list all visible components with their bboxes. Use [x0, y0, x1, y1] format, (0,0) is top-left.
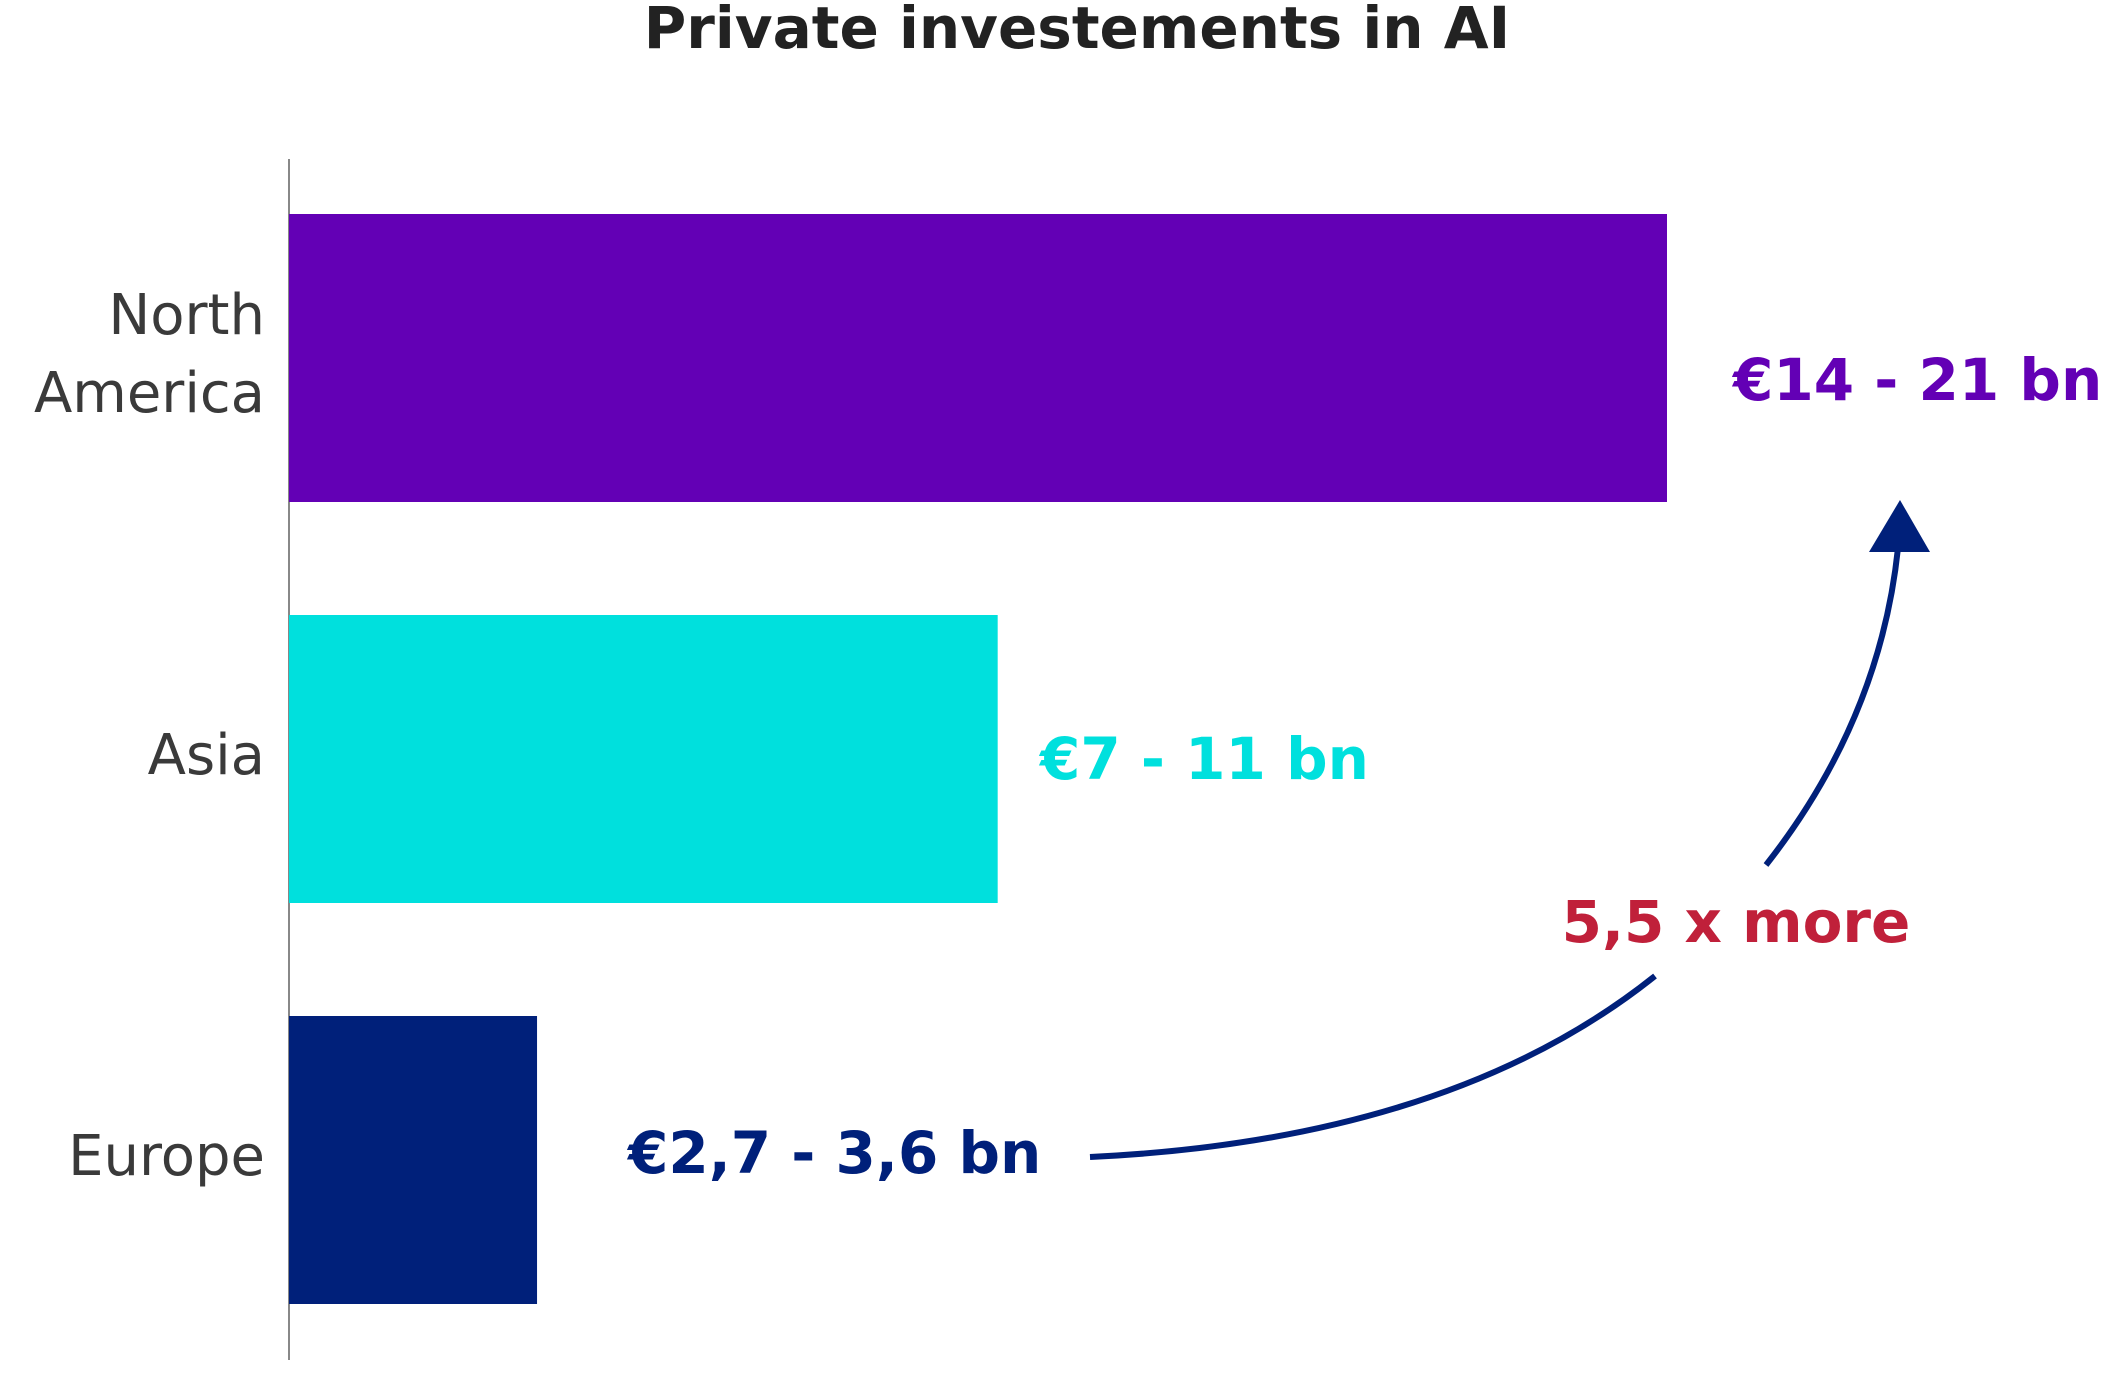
- y-tick-label: Asia: [148, 723, 265, 788]
- arrow: [1763, 547, 1901, 867]
- chart-title: Private investements in AI: [644, 0, 1510, 62]
- bar: [289, 214, 1667, 502]
- value-label: €14 - 21 bn: [1731, 346, 2102, 414]
- arrow: [1089, 973, 1657, 1160]
- y-tick-label: Europe: [68, 1124, 265, 1189]
- value-label: €7 - 11 bn: [1038, 725, 1369, 793]
- arrow-head: [1869, 500, 1930, 552]
- bar: [289, 615, 998, 903]
- annotation: 5,5 x more: [1562, 888, 1911, 956]
- bar: [289, 1016, 538, 1304]
- value-label: €2,7 - 3,6 bn: [626, 1119, 1041, 1187]
- y-tick-label: North America: [16, 283, 265, 426]
